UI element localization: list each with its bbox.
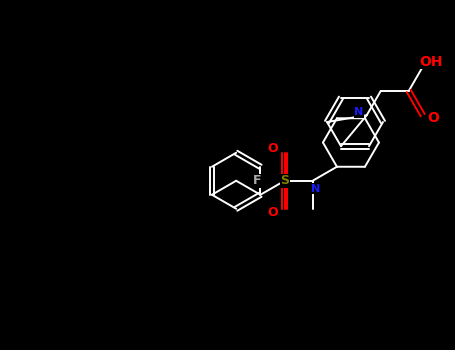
Text: OH: OH [419,55,442,69]
Text: O: O [268,142,278,155]
Text: N: N [311,184,320,194]
Text: N: N [354,107,364,117]
Text: O: O [427,111,439,125]
Text: F: F [253,174,262,187]
Text: S: S [280,174,289,187]
Text: O: O [268,206,278,219]
